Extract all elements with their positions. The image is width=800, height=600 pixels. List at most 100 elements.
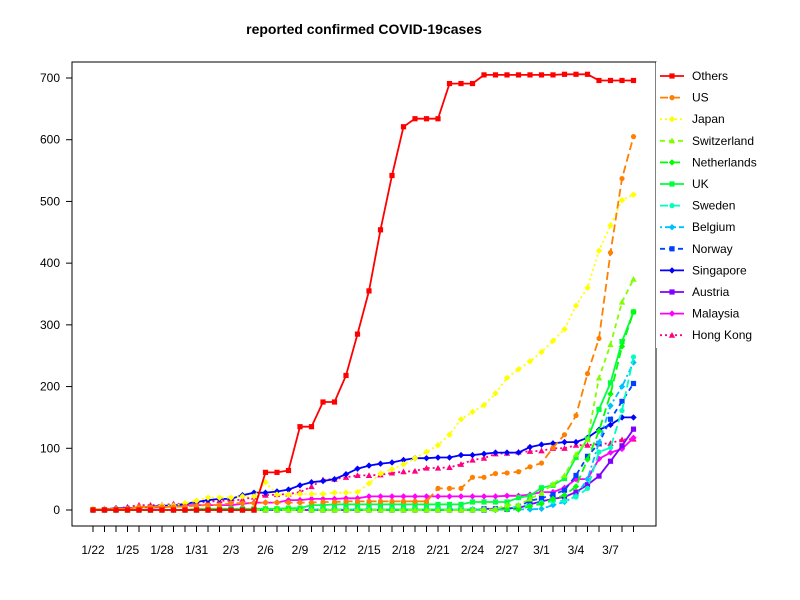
data-point <box>515 501 522 508</box>
data-point <box>515 366 522 373</box>
data-point <box>389 498 395 504</box>
data-point <box>630 426 637 432</box>
data-point <box>458 80 464 87</box>
data-point <box>492 72 499 78</box>
legend-marker <box>669 203 675 209</box>
data-point <box>538 348 545 356</box>
data-point <box>619 175 625 182</box>
data-point <box>377 498 384 504</box>
data-point <box>308 424 315 430</box>
data-point <box>343 498 349 504</box>
data-point <box>296 490 304 498</box>
data-point <box>308 506 315 513</box>
legend-marker <box>668 332 676 338</box>
legend-item-singapore: Singapore <box>660 263 747 277</box>
data-point <box>365 472 373 478</box>
data-point <box>618 298 626 305</box>
data-point <box>159 507 165 513</box>
data-point <box>366 498 372 504</box>
data-point <box>515 469 522 475</box>
data-point <box>618 436 626 443</box>
data-point <box>250 489 258 496</box>
data-point <box>596 406 602 413</box>
legend-marker <box>668 224 676 231</box>
data-point <box>400 501 407 508</box>
legend-label: Japan <box>692 112 725 126</box>
data-point <box>469 499 476 505</box>
data-point <box>584 284 591 292</box>
data-point <box>561 71 568 77</box>
data-point <box>527 72 533 78</box>
data-point <box>343 372 349 379</box>
data-point <box>492 449 499 456</box>
y-tick-label: 0 <box>53 503 60 517</box>
data-point <box>561 438 568 446</box>
legend-item-netherlands: Netherlands <box>660 155 757 169</box>
data-point <box>366 288 372 294</box>
data-point <box>515 506 522 513</box>
legend-label: Austria <box>692 285 730 299</box>
data-point <box>354 465 361 472</box>
data-point <box>285 486 292 493</box>
x-tick-label: 2/27 <box>495 543 519 557</box>
data-point <box>434 506 442 513</box>
data-point <box>584 71 591 77</box>
x-tick-label: 2/6 <box>257 543 274 557</box>
data-point <box>342 506 350 513</box>
data-point <box>561 487 568 493</box>
data-point <box>584 456 591 463</box>
y-tick-label: 500 <box>40 194 60 208</box>
data-point <box>308 499 315 506</box>
data-point <box>446 506 453 513</box>
x-axis: 1/22 1/25 1/28 1/31 2/3 2/6 2/9 2/12 2/15 2/18 2/2… <box>81 525 634 557</box>
data-point <box>354 472 361 478</box>
data-point <box>538 495 545 501</box>
data-point <box>434 454 442 461</box>
data-point <box>412 116 418 122</box>
y-tick-label: 700 <box>40 71 60 85</box>
data-point <box>400 124 407 130</box>
data-point <box>239 507 246 513</box>
data-point <box>549 480 557 487</box>
data-point <box>434 464 442 471</box>
series-sweden <box>90 354 637 513</box>
x-tick-label: 2/12 <box>323 543 347 557</box>
data-point <box>423 501 430 508</box>
data-point <box>457 461 465 467</box>
data-point <box>607 449 614 456</box>
data-point <box>573 412 579 419</box>
data-point <box>423 448 430 456</box>
data-point <box>296 506 304 513</box>
data-point <box>595 247 603 254</box>
data-point <box>596 77 602 84</box>
data-point <box>389 172 395 179</box>
data-point <box>400 506 407 513</box>
data-point <box>607 380 614 386</box>
data-point <box>239 500 246 506</box>
data-point <box>297 424 303 430</box>
data-point <box>446 493 453 500</box>
data-point <box>607 390 614 398</box>
data-point <box>630 434 637 441</box>
data-point <box>411 467 419 474</box>
data-point <box>561 445 568 451</box>
data-point <box>526 443 534 451</box>
data-point <box>400 461 407 468</box>
legend-marker <box>669 181 675 187</box>
y-axis: 0 100 200 300 400 500 600 700 <box>40 71 73 517</box>
data-point <box>423 454 430 462</box>
data-point <box>228 507 234 513</box>
data-point <box>388 506 396 513</box>
data-point <box>572 451 580 458</box>
data-point <box>319 477 327 485</box>
data-point <box>331 506 338 513</box>
data-point <box>492 506 499 512</box>
data-point <box>377 227 384 233</box>
data-point <box>411 493 419 500</box>
data-point <box>596 473 602 479</box>
data-point <box>492 499 499 505</box>
data-point <box>446 431 453 438</box>
data-point <box>435 501 441 508</box>
data-point <box>504 470 510 476</box>
